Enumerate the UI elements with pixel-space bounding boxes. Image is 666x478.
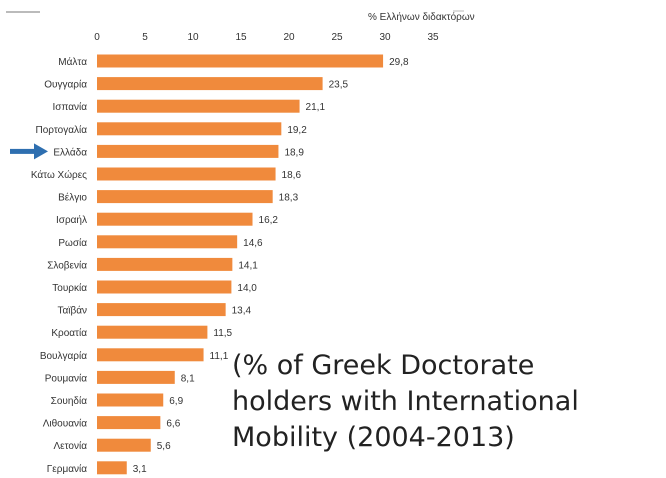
x-axis-ticks: 0 5 10 15 20 25 30 35 [94,32,439,43]
bar [97,235,238,249]
value-label: 6,9 [169,396,183,407]
value-label: 14,1 [238,260,258,271]
value-label: 16,2 [259,215,279,226]
bar [97,438,151,452]
value-label: 11,5 [213,328,232,339]
category-label: Βέλγιο [58,192,87,204]
value-label: 18,3 [279,193,299,204]
x-tick-label: 10 [187,32,199,43]
x-tick-label: 30 [379,32,391,43]
bar [97,393,164,407]
value-label: 5,6 [157,441,171,452]
bar [97,370,175,384]
x-tick-label: 25 [331,32,343,43]
category-label: Σουηδία [51,395,88,407]
x-tick-label: 0 [94,32,100,43]
category-label: Βουλγαρία [40,350,87,362]
bar [97,54,384,68]
bar [97,77,323,91]
x-tick-label: 15 [235,32,247,43]
category-label: Ισπανία [53,101,88,113]
category-label: Κάτω Χώρες [31,169,87,181]
bar [97,325,208,339]
category-label: Λιθουανία [43,418,87,430]
bar [97,99,300,113]
arrow-head [34,143,48,160]
value-label: 8,1 [181,373,195,384]
category-label: Τουρκία [52,282,87,294]
value-label: 18,9 [284,147,304,158]
category-label: Ταϊβάν [57,305,87,317]
category-label: Ρωσία [58,237,87,249]
category-label: Λετονία [53,440,87,452]
bar [97,461,127,475]
decorative-line [6,11,40,13]
arrow-shaft [10,148,36,154]
value-label: 21,1 [306,102,326,113]
bar [97,257,233,271]
x-tick-label: 5 [142,32,148,43]
bars: Μάλτα 29,8 Ουγγαρία 23,5 Ισπανία 21,1 Πορτογαλ… [31,54,409,475]
bar [97,303,226,317]
value-label: 13,4 [232,306,252,317]
category-label: Μάλτα [58,56,87,68]
category-label: Κροατία [51,327,87,339]
category-label: Ρουμανία [45,372,87,384]
bar [97,190,273,204]
highlight-arrow-icon [10,143,48,160]
category-label: Γερμανία [47,463,87,475]
caption: (% of Greek Doctorate holders with Inter… [232,350,579,453]
bar [97,280,232,294]
unit-label: % Ελλήνων διδακτόρων [368,11,475,23]
value-label: 18,6 [282,170,302,181]
value-label: 11,1 [210,351,229,362]
category-label: Ισραήλ [56,214,87,226]
bar [97,348,204,362]
x-tick-label: 35 [427,32,439,43]
x-tick-label: 20 [283,32,295,43]
bar [97,416,161,430]
category-label: Πορτογαλία [36,124,88,136]
category-label: Ουγγαρία [44,79,87,91]
value-label: 19,2 [287,125,307,136]
bar [97,167,276,181]
value-label: 29,8 [389,57,409,68]
bar [97,122,282,136]
value-label: 23,5 [329,80,349,91]
value-label: 14,0 [237,283,257,294]
category-label: Σλοβενία [47,259,87,271]
category-label: Ελλάδα [53,146,87,158]
value-label: 14,6 [243,238,263,249]
bar [97,144,279,158]
value-label: 6,6 [166,419,180,430]
bar [97,212,253,226]
value-label: 3,1 [133,464,147,475]
